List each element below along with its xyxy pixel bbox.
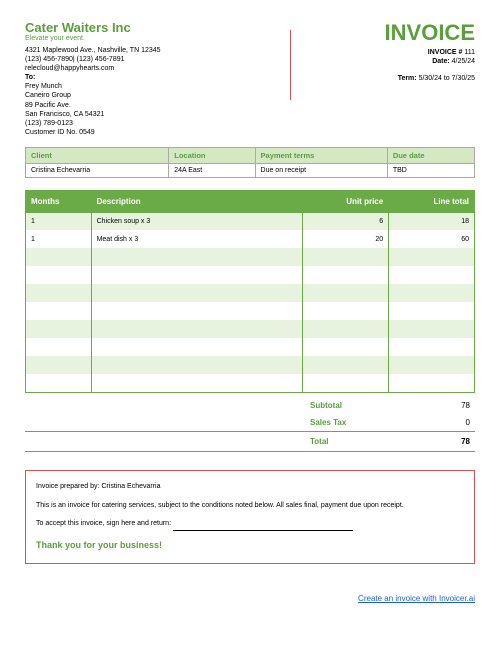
info-terms: Due on receipt bbox=[255, 163, 387, 177]
email-line: relecloud@happyhearts.com bbox=[25, 64, 161, 73]
to-block: To: Frey Munch Caneiro Group 89 Pacific … bbox=[25, 73, 161, 137]
subtotal-label: Subtotal bbox=[305, 401, 390, 410]
invoice-block: INVOICE INVOICE # 111 Date: 4/25/24 Term… bbox=[385, 20, 475, 137]
tax-label: Sales Tax bbox=[305, 418, 390, 427]
table-row bbox=[26, 302, 475, 320]
invoice-date: 4/25/24 bbox=[452, 58, 475, 65]
info-due: TBD bbox=[387, 163, 474, 177]
items-header-months: Months bbox=[26, 190, 92, 212]
invoice-title: INVOICE bbox=[385, 20, 475, 46]
items-header-total: Line total bbox=[389, 190, 475, 212]
company-address: 4321 Maplewood Ave., Nashville, TN 12345… bbox=[25, 46, 161, 73]
table-row: 1 Meat dish x 3 20 60 bbox=[26, 230, 475, 248]
to-city: San Francisco, CA 54321 bbox=[25, 110, 161, 119]
cell-total: 18 bbox=[389, 212, 475, 230]
company-block: Cater Waiters Inc Elevate your event. 43… bbox=[25, 20, 161, 137]
tagline: Elevate your event. bbox=[25, 35, 161, 42]
cell-unit: 20 bbox=[303, 230, 389, 248]
invoice-date-label: Date: bbox=[432, 58, 451, 65]
footer-link[interactable]: Create an invoice with Invoicer.ai bbox=[358, 594, 475, 603]
subtotal-value: 78 bbox=[390, 401, 475, 410]
cell-desc: Chicken soup x 3 bbox=[91, 212, 303, 230]
total-row: Total 78 bbox=[25, 431, 475, 452]
invoice-term: 5/30/24 to 7/30/25 bbox=[419, 75, 475, 82]
total-value: 78 bbox=[390, 437, 475, 446]
subtotal-row: Subtotal 78 bbox=[25, 397, 475, 414]
table-row bbox=[26, 374, 475, 392]
total-label: Total bbox=[305, 437, 390, 446]
header: Cater Waiters Inc Elevate your event. 43… bbox=[25, 20, 475, 137]
items-header-unit: Unit price bbox=[303, 190, 389, 212]
cell-months: 1 bbox=[26, 230, 92, 248]
cell-total: 60 bbox=[389, 230, 475, 248]
company-name: Cater Waiters Inc bbox=[25, 20, 161, 35]
tax-value: 0 bbox=[390, 418, 475, 427]
totals: Subtotal 78 Sales Tax 0 Total 78 bbox=[25, 397, 475, 452]
info-client: Cristina Echevarria bbox=[26, 163, 169, 177]
prepared-by: Invoice prepared by: Cristina Echevarria bbox=[36, 481, 464, 494]
invoice-number-label: INVOICE # bbox=[428, 49, 465, 56]
to-address: 89 Pacific Ave. bbox=[25, 101, 161, 110]
to-label: To: bbox=[25, 73, 161, 82]
table-row bbox=[26, 266, 475, 284]
info-header-due: Due date bbox=[387, 147, 474, 163]
to-org: Caneiro Group bbox=[25, 91, 161, 100]
to-name: Frey Munch bbox=[25, 82, 161, 91]
invoice-number: 111 bbox=[464, 49, 475, 56]
table-row bbox=[26, 356, 475, 374]
tax-row: Sales Tax 0 bbox=[25, 414, 475, 431]
info-location: 24A East bbox=[169, 163, 255, 177]
notes-box: Invoice prepared by: Cristina Echevarria… bbox=[25, 470, 475, 564]
to-phone: (123) 789-0123 bbox=[25, 119, 161, 128]
table-row bbox=[26, 284, 475, 302]
cell-unit: 6 bbox=[303, 212, 389, 230]
cell-months: 1 bbox=[26, 212, 92, 230]
phone-line: (123) 456-7890| (123) 456-7891 bbox=[25, 55, 161, 64]
table-row bbox=[26, 248, 475, 266]
to-customer: Customer ID No. 0549 bbox=[25, 128, 161, 137]
cell-desc: Meat dish x 3 bbox=[91, 230, 303, 248]
invoice-term-label: Term: bbox=[398, 75, 419, 82]
accept-text: To accept this invoice, sign here and re… bbox=[36, 520, 171, 527]
items-table: Months Description Unit price Line total… bbox=[25, 190, 475, 393]
footer: Create an invoice with Invoicer.ai bbox=[25, 594, 475, 603]
table-row bbox=[26, 320, 475, 338]
info-header-terms: Payment terms bbox=[255, 147, 387, 163]
address-line: 4321 Maplewood Ave., Nashville, TN 12345 bbox=[25, 46, 161, 55]
signature-line[interactable] bbox=[173, 530, 353, 531]
info-table: Client Location Payment terms Due date C… bbox=[25, 147, 475, 178]
info-header-location: Location bbox=[169, 147, 255, 163]
vertical-divider bbox=[290, 30, 291, 100]
notes-body: This is an invoice for catering services… bbox=[36, 500, 464, 513]
table-row bbox=[26, 338, 475, 356]
thanks-text: Thank you for your business! bbox=[36, 537, 464, 553]
info-header-client: Client bbox=[26, 147, 169, 163]
items-header-desc: Description bbox=[91, 190, 303, 212]
invoice-meta: INVOICE # 111 Date: 4/25/24 Term: 5/30/2… bbox=[385, 48, 475, 83]
table-row: 1 Chicken soup x 3 6 18 bbox=[26, 212, 475, 230]
